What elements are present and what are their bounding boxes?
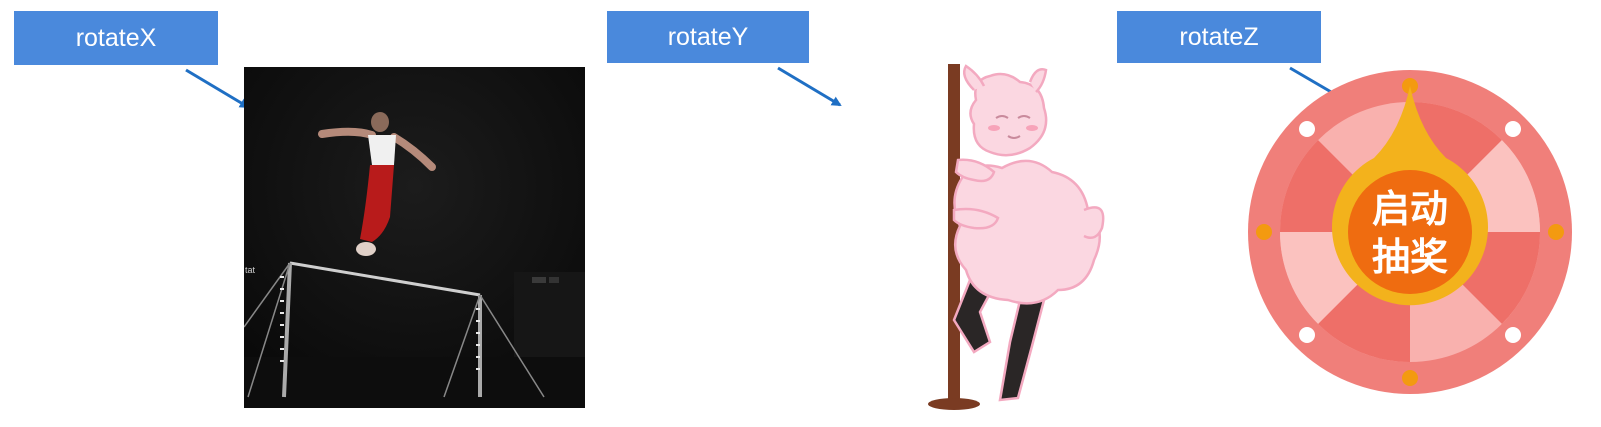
lottery-wheel-image: 启动 抽奖 (1248, 70, 1572, 394)
wheel-bulbs (1256, 78, 1564, 386)
gymnast-figure (318, 112, 436, 256)
arrow-y-icon (777, 66, 842, 107)
wheel-text-line2: 抽奖 (1372, 235, 1448, 279)
llama-pole-image (928, 64, 1105, 410)
llama-face (995, 115, 1031, 139)
rotatex-label: rotateX (14, 11, 218, 65)
llama-figure (952, 64, 1105, 402)
gymnastics-watermark: tat (245, 265, 256, 275)
rotatez-label: rotateZ (1117, 11, 1321, 63)
wheel-text-line1: 启动 (1372, 187, 1448, 231)
rotatey-label: rotateY (607, 11, 809, 63)
gymnastics-image: tat (244, 67, 585, 408)
arrow-x-icon (185, 68, 250, 109)
high-bar (244, 261, 545, 398)
